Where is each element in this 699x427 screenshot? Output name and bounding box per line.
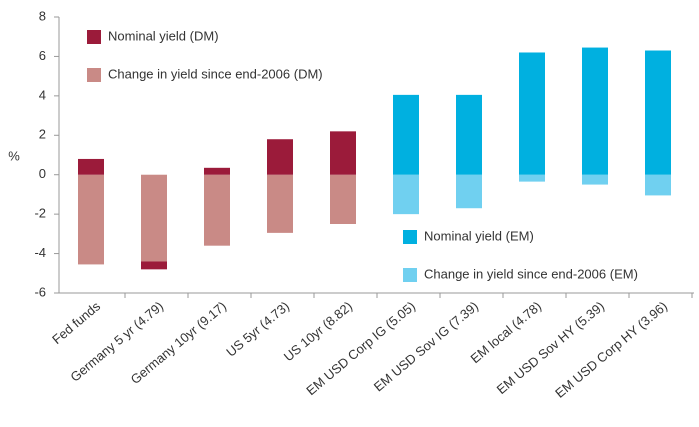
- x-tick-label: Fed funds: [49, 298, 103, 347]
- bar: [393, 94, 419, 175]
- bar: [645, 174, 671, 196]
- x-tick-label: EM USD Sov IG (7.39): [371, 298, 481, 394]
- legend-swatch: [403, 268, 417, 282]
- bar: [267, 174, 293, 233]
- bar: [519, 52, 545, 175]
- bar: [582, 47, 608, 175]
- bar: [582, 174, 608, 185]
- y-tick-label: 6: [39, 48, 46, 63]
- bar: [141, 261, 167, 270]
- y-tick-label: 8: [39, 8, 46, 23]
- legend-label: Change in yield since end-2006 (EM): [424, 266, 638, 281]
- bar: [78, 158, 104, 175]
- legend-swatch: [87, 30, 101, 44]
- bar: [204, 167, 230, 175]
- bar: [645, 50, 671, 175]
- x-tick-label: EM USD Sov HY (5.39): [494, 298, 608, 397]
- x-tick-label: EM USD Corp IG (5.05): [303, 298, 418, 398]
- x-tick-label: US 5yr (4.73): [223, 298, 292, 359]
- legend-swatch: [403, 230, 417, 244]
- y-axis-label: %: [8, 148, 20, 163]
- y-tick-label: 0: [39, 166, 46, 181]
- y-tick-label: 2: [39, 127, 46, 142]
- y-tick-label: -4: [34, 245, 46, 260]
- bar: [78, 174, 104, 265]
- y-tick-label: 4: [39, 87, 46, 102]
- bar: [393, 174, 419, 215]
- legend-label: Change in yield since end-2006 (DM): [108, 66, 323, 81]
- bar: [204, 174, 230, 246]
- bar: [330, 174, 356, 224]
- x-tick-label: EM USD Corp HY (3.96): [552, 298, 670, 400]
- bar: [330, 131, 356, 175]
- bar: [267, 139, 293, 175]
- bar: [456, 94, 482, 175]
- legend-label: Nominal yield (EM): [424, 228, 534, 243]
- y-tick-label: -2: [34, 206, 46, 221]
- legend-swatch: [87, 68, 101, 82]
- bar: [456, 174, 482, 209]
- legend-label: Nominal yield (DM): [108, 28, 219, 43]
- y-tick-label: -6: [34, 284, 46, 299]
- bar: [141, 174, 167, 262]
- bar: [519, 174, 545, 182]
